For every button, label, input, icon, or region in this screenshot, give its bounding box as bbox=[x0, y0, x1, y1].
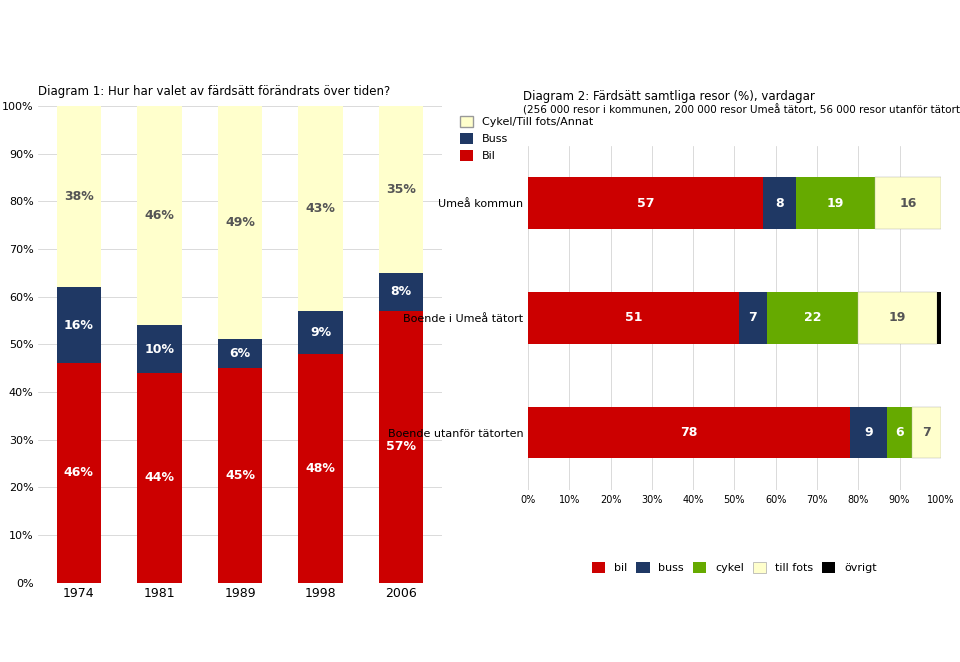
Text: 6: 6 bbox=[896, 426, 903, 439]
Bar bbox=[738, 292, 767, 344]
Bar bbox=[912, 406, 941, 458]
Text: 57: 57 bbox=[636, 197, 655, 209]
Bar bbox=[379, 273, 423, 311]
Text: 57%: 57% bbox=[386, 440, 417, 453]
Text: 8: 8 bbox=[776, 197, 784, 209]
Bar bbox=[299, 311, 343, 354]
Text: 9: 9 bbox=[864, 426, 873, 439]
Text: 35%: 35% bbox=[386, 183, 417, 196]
Bar bbox=[299, 106, 343, 311]
Text: 38%: 38% bbox=[64, 190, 93, 203]
Bar bbox=[137, 106, 181, 325]
Text: 46%: 46% bbox=[144, 209, 175, 222]
Legend: Cykel/Till fots/Annat, Buss, Bil: Cykel/Till fots/Annat, Buss, Bil bbox=[455, 111, 597, 166]
Text: 43%: 43% bbox=[305, 202, 336, 215]
Bar bbox=[218, 106, 262, 340]
Bar bbox=[57, 106, 101, 287]
Legend: bil, buss, cykel, till fots, övrigt: bil, buss, cykel, till fots, övrigt bbox=[588, 557, 881, 578]
Text: 46%: 46% bbox=[63, 467, 94, 479]
Bar bbox=[767, 292, 858, 344]
Bar bbox=[379, 311, 423, 583]
Text: (256 000 resor i kommunen, 200 000 resor Umeå tätort, 56 000 resor utanför tätor: (256 000 resor i kommunen, 200 000 resor… bbox=[523, 105, 960, 116]
Text: 9%: 9% bbox=[310, 326, 331, 339]
Text: 19: 19 bbox=[827, 197, 844, 209]
Text: 6%: 6% bbox=[229, 348, 251, 360]
Text: 49%: 49% bbox=[225, 216, 255, 229]
Text: 44%: 44% bbox=[144, 471, 175, 484]
Bar bbox=[137, 325, 181, 373]
Bar bbox=[937, 292, 941, 344]
Bar bbox=[218, 340, 262, 368]
Text: 78: 78 bbox=[681, 426, 698, 439]
Text: 7: 7 bbox=[922, 426, 931, 439]
Text: 8%: 8% bbox=[391, 285, 412, 299]
Bar bbox=[137, 373, 181, 583]
Bar bbox=[57, 287, 101, 363]
Bar bbox=[875, 177, 941, 229]
Text: 45%: 45% bbox=[225, 469, 255, 482]
Bar bbox=[796, 177, 875, 229]
Bar bbox=[218, 368, 262, 583]
Bar bbox=[528, 177, 763, 229]
Bar bbox=[850, 406, 887, 458]
Text: Diagram 1: Hur har valet av färdsätt förändrats över tiden?: Diagram 1: Hur har valet av färdsätt för… bbox=[38, 85, 391, 98]
Text: 19: 19 bbox=[889, 311, 906, 324]
Bar bbox=[528, 292, 738, 344]
Text: 16%: 16% bbox=[63, 318, 94, 332]
Bar bbox=[528, 406, 850, 458]
Text: Diagram 2: Färdsätt samtliga resor (%), vardagar: Diagram 2: Färdsätt samtliga resor (%), … bbox=[523, 89, 815, 103]
Text: 22: 22 bbox=[804, 311, 822, 324]
Text: 48%: 48% bbox=[305, 461, 336, 475]
Text: 7: 7 bbox=[749, 311, 757, 324]
Text: 51: 51 bbox=[625, 311, 642, 324]
Bar bbox=[379, 106, 423, 273]
Text: 16: 16 bbox=[900, 197, 917, 209]
Bar bbox=[763, 177, 796, 229]
Bar bbox=[858, 292, 937, 344]
Bar bbox=[887, 406, 912, 458]
Text: 10%: 10% bbox=[144, 342, 175, 355]
Bar bbox=[57, 363, 101, 583]
Bar bbox=[299, 354, 343, 583]
